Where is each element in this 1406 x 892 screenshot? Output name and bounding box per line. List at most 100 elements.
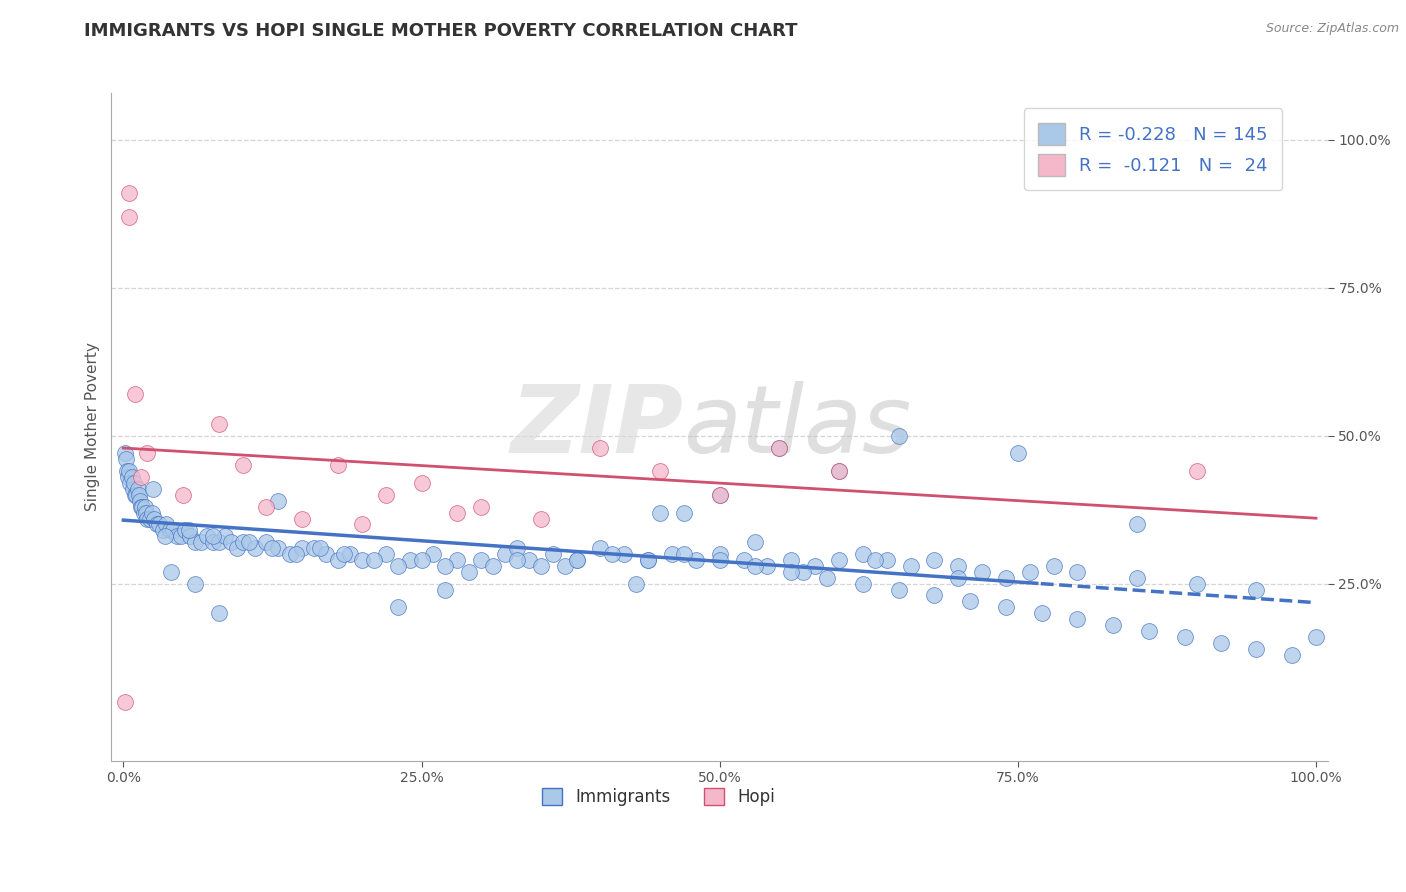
Point [309,541,332,555]
Point [458,565,481,579]
Point [155,517,177,532]
Point [1102,618,1125,632]
Point [924,589,946,603]
Point [285,547,308,561]
Point [125,488,148,502]
Point [852,576,875,591]
Point [589,441,612,455]
Point [1066,565,1088,579]
Point [970,565,993,579]
Point [1209,636,1232,650]
Point [145,517,167,532]
Point [172,488,194,502]
Point [256,535,278,549]
Point [792,565,814,579]
Point [709,553,731,567]
Point [554,558,576,573]
Point [159,524,181,538]
Point [672,547,695,561]
Point [256,500,278,514]
Point [1018,565,1040,579]
Point [1042,558,1064,573]
Point [135,506,157,520]
Point [613,547,636,561]
Point [114,446,136,460]
Point [648,506,671,520]
Point [602,547,624,561]
Point [780,565,803,579]
Point [1305,630,1327,644]
Point [219,535,242,549]
Point [470,500,492,514]
Point [1185,464,1208,478]
Point [589,541,612,555]
Point [267,541,290,555]
Point [863,553,886,567]
Point [1126,571,1149,585]
Point [648,464,671,478]
Point [138,511,160,525]
Point [924,553,946,567]
Point [1007,446,1029,460]
Point [434,582,457,597]
Text: ZIP: ZIP [510,381,683,473]
Point [387,600,409,615]
Point [530,558,553,573]
Point [887,582,910,597]
Point [959,594,981,608]
Point [201,535,224,549]
Point [768,441,790,455]
Point [117,470,139,484]
Point [128,488,150,502]
Point [541,547,564,561]
Point [828,553,851,567]
Point [129,500,152,514]
Point [142,482,165,496]
Point [326,553,349,567]
Point [127,482,149,496]
Point [411,476,433,491]
Point [494,547,516,561]
Point [350,517,373,532]
Point [637,553,659,567]
Point [1185,576,1208,591]
Point [214,529,236,543]
Point [162,524,184,538]
Point [179,529,201,543]
Point [333,547,356,561]
Text: atlas: atlas [683,382,911,473]
Point [733,553,755,567]
Point [129,493,152,508]
Point [530,511,553,525]
Point [387,558,409,573]
Point [208,535,231,549]
Point [1066,612,1088,626]
Point [118,464,141,478]
Point [291,511,314,525]
Point [339,547,361,561]
Point [267,493,290,508]
Point [225,541,247,555]
Point [141,506,163,520]
Point [756,558,779,573]
Point [374,547,396,561]
Point [166,529,188,543]
Point [152,524,174,538]
Point [262,541,284,555]
Point [201,529,224,543]
Point [232,458,254,473]
Point [446,553,468,567]
Point [302,541,325,555]
Point [768,441,790,455]
Point [1281,648,1303,662]
Point [565,553,588,567]
Point [948,558,970,573]
Point [136,511,159,525]
Point [124,488,146,502]
Point [118,210,141,224]
Point [434,558,457,573]
Point [565,553,588,567]
Point [121,470,143,484]
Point [661,547,683,561]
Y-axis label: Single Mother Poverty: Single Mother Poverty [86,343,100,511]
